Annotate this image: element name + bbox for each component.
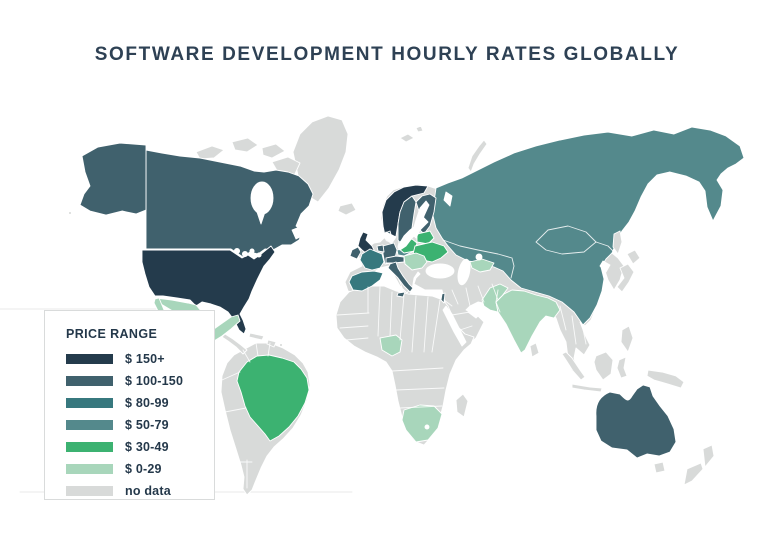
great-lake-4	[256, 252, 262, 258]
country-madagascar	[455, 393, 469, 418]
hudson-bay	[250, 181, 274, 215]
black-sea	[425, 263, 455, 279]
country-india	[495, 289, 561, 354]
red-sea	[442, 305, 467, 347]
country-borneo	[593, 351, 614, 381]
country-tasmania	[653, 461, 666, 474]
country-arctic-island-2	[231, 137, 259, 153]
legend-swatch-80-99	[66, 398, 113, 408]
legend-row: $ 100-150	[66, 370, 214, 392]
country-japan-hokkaido	[626, 249, 641, 265]
gulf-st-lawrence	[291, 225, 307, 240]
country-arctic-island-3	[261, 143, 286, 159]
legend-swatch-0-29	[66, 464, 113, 474]
country-sulawesi	[616, 356, 628, 379]
country-benelux	[376, 244, 385, 253]
legend-swatch-no-data	[66, 486, 113, 496]
borders-middle-east	[443, 283, 499, 331]
lesotho-cutout	[424, 424, 430, 430]
country-italy	[387, 261, 414, 298]
legend-swatch-30-49	[66, 442, 113, 452]
country-philippines	[620, 325, 634, 353]
borders-africa	[336, 286, 445, 409]
country-new-zealand-north	[702, 444, 715, 468]
legend-label-0-29: $ 0-29	[125, 462, 162, 476]
legend-row: $ 80-99	[66, 392, 214, 414]
country-japan-honshu	[616, 263, 635, 293]
legend-label-150plus: $ 150+	[125, 352, 165, 366]
great-lake-2	[241, 250, 249, 258]
country-new-zealand-south	[683, 462, 704, 486]
country-norway	[381, 184, 429, 244]
legend-row: $ 50-79	[66, 414, 214, 436]
great-lake-1	[233, 247, 241, 255]
legend-swatch-150plus	[66, 354, 113, 364]
border-kazakhstan	[442, 239, 515, 279]
country-switzerland-austria	[385, 255, 405, 264]
country-nigeria	[379, 334, 403, 357]
legend-label-no-data: no data	[125, 484, 171, 498]
legend-box: PRICE RANGE $ 150+ $ 100-150 $ 80-99 $ 5…	[44, 310, 215, 500]
country-belarus	[416, 230, 435, 245]
country-uzbekistan	[469, 258, 495, 273]
country-alaska	[79, 142, 147, 216]
country-hispaniola	[266, 339, 277, 348]
border-india-pakistan	[495, 289, 501, 313]
legend-row: $ 30-49	[66, 436, 214, 458]
page-title: SOFTWARE DEVELOPMENT HOURLY RATES GLOBAL…	[94, 44, 680, 65]
country-cuba	[248, 332, 265, 341]
country-iceland	[337, 202, 357, 216]
persian-gulf	[467, 307, 481, 319]
legend-label-50-79: $ 50-79	[125, 418, 169, 432]
country-spain	[348, 270, 384, 292]
country-france	[359, 248, 385, 271]
borders-south-america	[221, 342, 271, 489]
gulf-of-bothnia	[411, 200, 430, 239]
country-sumatra	[561, 351, 586, 381]
borders-se-asia	[559, 305, 587, 345]
country-central-america	[221, 333, 248, 355]
legend-swatch-100-150	[66, 376, 113, 386]
james-bay	[256, 211, 266, 225]
legend-swatch-50-79	[66, 420, 113, 430]
country-arctic-island-1	[195, 145, 225, 160]
country-australia	[595, 384, 677, 459]
legend-row: $ 150+	[66, 348, 214, 370]
country-russia-china-block	[432, 126, 745, 326]
skagerrak-sea	[382, 231, 397, 244]
legend-title: PRICE RANGE	[66, 327, 158, 341]
country-java	[571, 383, 603, 393]
caspian-sea	[457, 258, 471, 286]
country-novaya-zemlya	[467, 139, 488, 173]
country-aleutians	[68, 211, 72, 215]
legend-row: no data	[66, 480, 214, 502]
country-new-guinea	[646, 369, 685, 389]
country-sakhalin	[612, 230, 623, 255]
country-brazil	[236, 354, 310, 442]
bohai-sea	[599, 260, 611, 273]
country-south-africa	[401, 404, 443, 443]
border-china-russia	[595, 241, 615, 253]
aral-sea	[475, 253, 483, 261]
country-sri-lanka	[529, 342, 540, 358]
legend-label-100-150: $ 100-150	[125, 374, 184, 388]
white-sea	[443, 191, 453, 207]
country-ireland	[349, 246, 362, 260]
country-puerto-rico	[279, 343, 283, 347]
legend-label-80-99: $ 80-99	[125, 396, 169, 410]
country-svalbard	[399, 125, 424, 143]
great-lake-3	[249, 248, 255, 254]
legend-row: $ 0-29	[66, 458, 214, 480]
legend-label-30-49: $ 30-49	[125, 440, 169, 454]
country-africa	[335, 285, 475, 446]
country-romania-hungary	[403, 252, 428, 271]
